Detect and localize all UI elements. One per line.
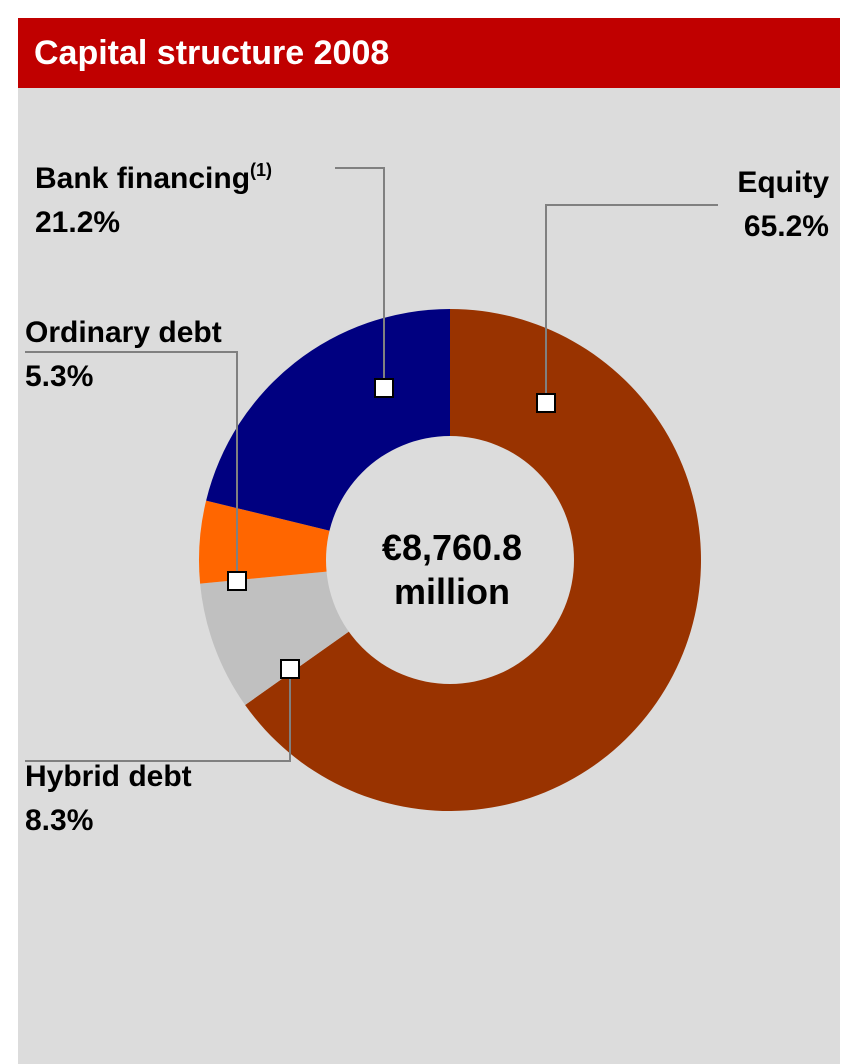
marker-bank-financing — [374, 378, 394, 398]
label-ordinary-debt-value: 5.3% — [25, 360, 93, 393]
marker-ordinary-debt — [227, 571, 247, 591]
slice-markers — [227, 378, 556, 679]
label-bank-financing-footnote: (1) — [250, 160, 272, 180]
label-hybrid-debt-name: Hybrid debt — [25, 760, 192, 793]
center-unit: million — [394, 571, 510, 612]
page-title: Capital structure 2008 — [34, 34, 390, 72]
label-equity-name: Equity — [737, 166, 829, 199]
donut-hole — [326, 436, 574, 684]
header-bar: Capital structure 2008 — [18, 18, 840, 88]
label-equity-value: 65.2% — [744, 210, 829, 243]
marker-equity — [536, 393, 556, 413]
leader-lines — [25, 167, 718, 762]
marker-hybrid-debt — [280, 659, 300, 679]
label-ordinary-debt-name: Ordinary debt — [25, 316, 222, 349]
leader-line-hybrid-debt — [25, 669, 291, 762]
leader-line-bank-financing — [335, 167, 385, 388]
label-bank-financing-value: 21.2% — [35, 206, 120, 239]
label-hybrid-debt-value: 8.3% — [25, 804, 93, 837]
leader-line-equity — [545, 204, 718, 403]
label-bank-financing-name: Bank financing(1) — [35, 160, 272, 195]
center-total: €8,760.8 — [382, 527, 522, 568]
leader-line-ordinary-debt — [25, 351, 238, 581]
